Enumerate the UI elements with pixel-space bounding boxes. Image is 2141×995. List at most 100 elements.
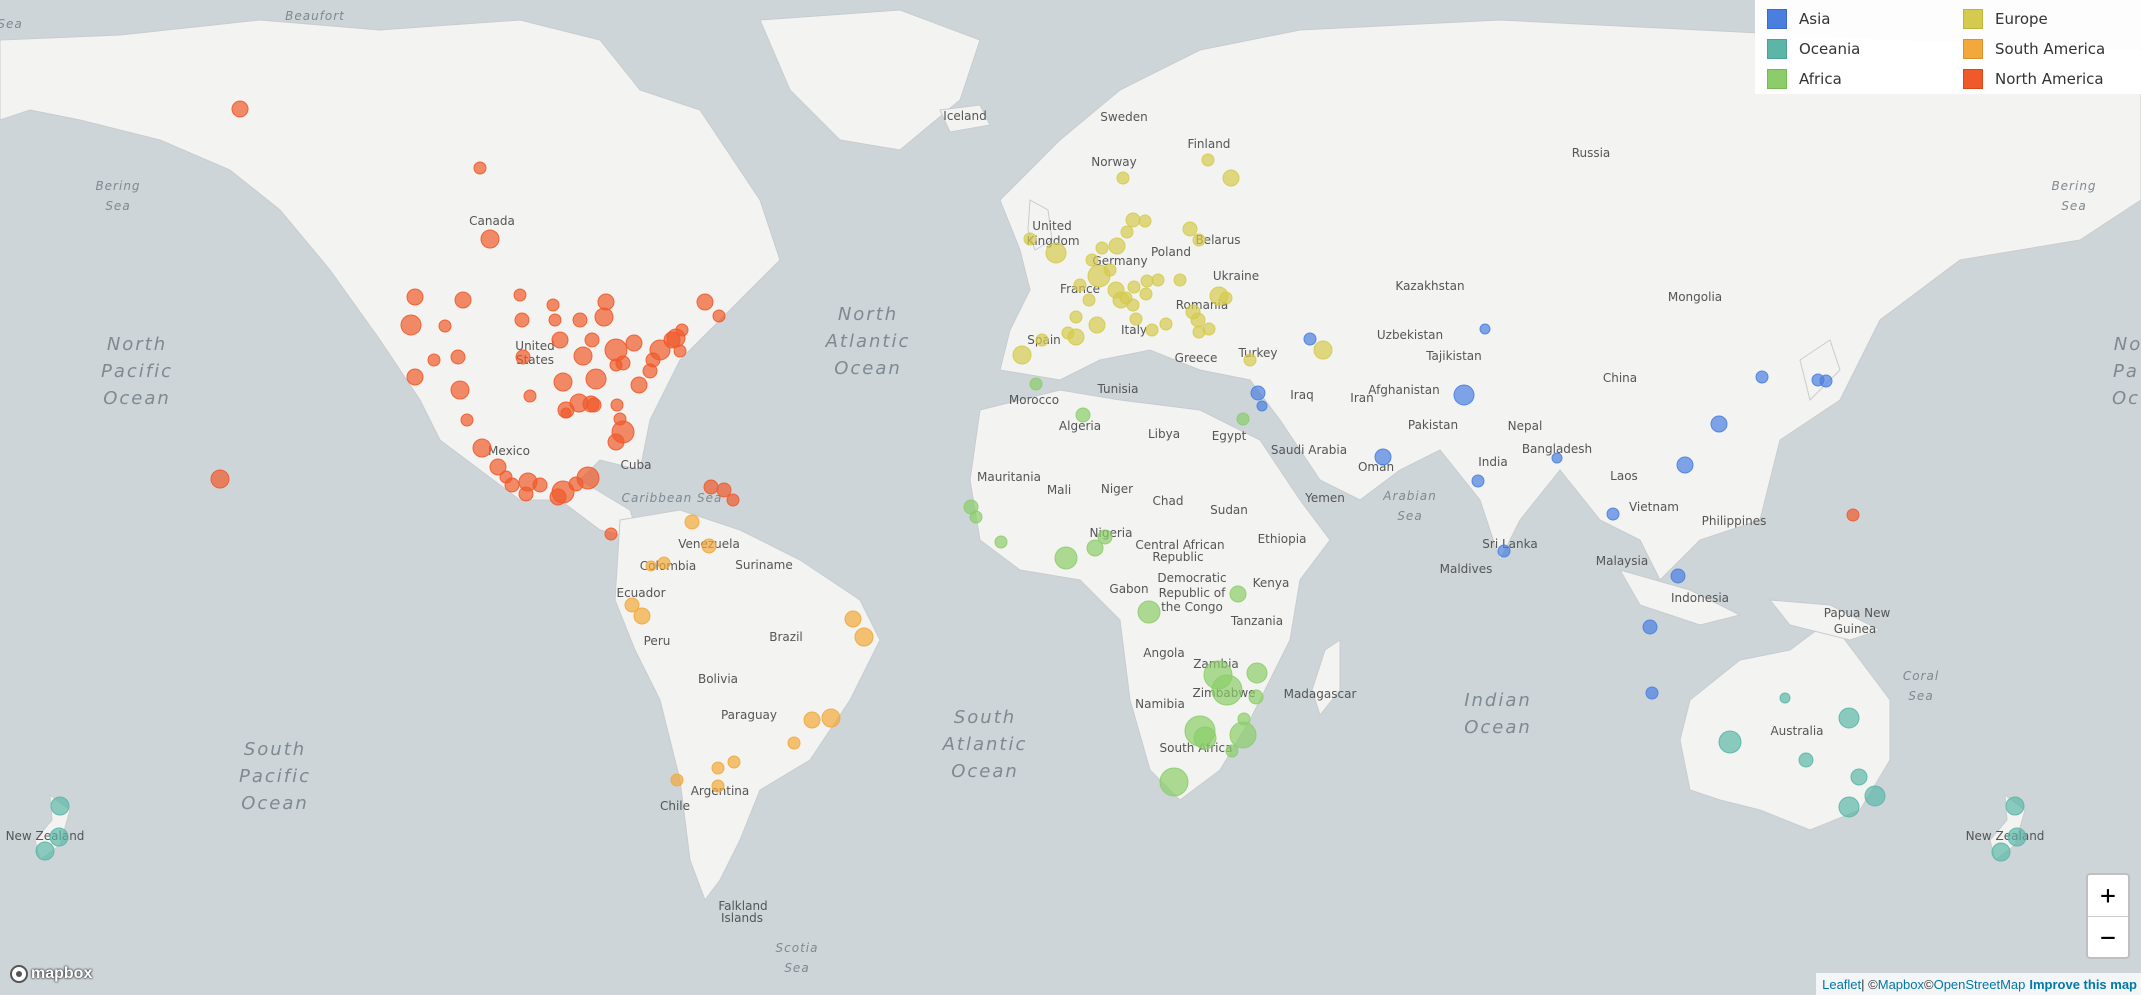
bubble-marker[interactable] <box>1108 237 1126 255</box>
mapbox-logo[interactable]: mapbox <box>10 965 92 983</box>
bubble-marker[interactable] <box>560 407 572 419</box>
bubble-marker[interactable] <box>663 331 681 349</box>
bubble-marker[interactable] <box>406 288 424 306</box>
bubble-marker[interactable] <box>427 353 441 367</box>
bubble-marker[interactable] <box>969 510 983 524</box>
bubble-marker[interactable] <box>1303 332 1317 346</box>
bubble-marker[interactable] <box>1139 287 1153 301</box>
bubble-marker[interactable] <box>1838 707 1860 729</box>
bubble-marker[interactable] <box>670 773 684 787</box>
bubble-marker[interactable] <box>1219 291 1233 305</box>
bubble-marker[interactable] <box>1088 316 1106 334</box>
bubble-marker[interactable] <box>625 334 643 352</box>
bubble-marker[interactable] <box>523 389 537 403</box>
bubble-marker[interactable] <box>1850 768 1868 786</box>
bubble-marker[interactable] <box>210 469 230 489</box>
bubble-marker[interactable] <box>1201 153 1215 167</box>
bubble-marker[interactable] <box>1086 539 1104 557</box>
bubble-marker[interactable] <box>450 380 470 400</box>
bubble-marker[interactable] <box>568 476 584 492</box>
bubble-marker[interactable] <box>231 100 249 118</box>
bubble-marker[interactable] <box>1185 304 1201 320</box>
bubble-marker[interactable] <box>1497 544 1511 558</box>
bubble-marker[interactable] <box>1095 241 1109 255</box>
bubble-marker[interactable] <box>854 627 874 647</box>
bubble-marker[interactable] <box>684 514 700 530</box>
bubble-marker[interactable] <box>711 779 725 793</box>
bubble-marker[interactable] <box>1256 400 1268 412</box>
bubble-marker[interactable] <box>673 344 687 358</box>
bubble-marker[interactable] <box>1125 212 1141 228</box>
bubble-marker[interactable] <box>473 161 487 175</box>
bubble-marker[interactable] <box>513 288 527 302</box>
bubble-marker[interactable] <box>701 538 717 554</box>
bubble-marker[interactable] <box>584 332 600 348</box>
bubble-marker[interactable] <box>518 486 534 502</box>
bubble-marker[interactable] <box>400 314 422 336</box>
bubble-marker[interactable] <box>675 323 689 337</box>
bubble-marker[interactable] <box>597 293 615 311</box>
bubble-marker[interactable] <box>1819 374 1833 388</box>
bubble-marker[interactable] <box>548 313 562 327</box>
bubble-marker[interactable] <box>1248 689 1264 705</box>
bubble-marker[interactable] <box>711 761 725 775</box>
bubble-marker[interactable] <box>1222 169 1240 187</box>
bubble-marker[interactable] <box>1192 233 1206 247</box>
bubble-marker[interactable] <box>1236 412 1250 426</box>
bubble-marker[interactable] <box>515 349 531 365</box>
bubble-marker[interactable] <box>1067 328 1085 346</box>
bubble-marker[interactable] <box>504 477 520 493</box>
bubble-marker[interactable] <box>2005 796 2025 816</box>
bubble-marker[interactable] <box>551 331 569 349</box>
bubble-marker[interactable] <box>1137 600 1161 624</box>
bubble-marker[interactable] <box>1116 171 1130 185</box>
bubble-marker[interactable] <box>645 560 657 572</box>
bubble-marker[interactable] <box>551 480 575 504</box>
bubble-marker[interactable] <box>1075 407 1091 423</box>
bubble-marker[interactable] <box>573 346 593 366</box>
bubble-marker[interactable] <box>994 535 1008 549</box>
bubble-marker[interactable] <box>712 309 726 323</box>
bubble-marker[interactable] <box>572 312 588 328</box>
bubble-marker[interactable] <box>1012 345 1032 365</box>
bubble-marker[interactable] <box>1374 448 1392 466</box>
bubble-marker[interactable] <box>1119 291 1133 305</box>
bubble-marker[interactable] <box>472 438 492 458</box>
bubble-marker[interactable] <box>1097 529 1113 545</box>
bubble-marker[interactable] <box>49 827 69 847</box>
bubble-marker[interactable] <box>450 349 466 365</box>
bubble-marker[interactable] <box>480 229 500 249</box>
bubble-marker[interactable] <box>624 597 640 613</box>
bubble-marker[interactable] <box>514 312 530 328</box>
bubble-marker[interactable] <box>1045 242 1067 264</box>
bubble-marker[interactable] <box>1120 225 1134 239</box>
bubble-marker[interactable] <box>1606 507 1620 521</box>
bubble-marker[interactable] <box>1138 214 1152 228</box>
bubble-marker[interactable] <box>1864 785 1886 807</box>
bubble-marker[interactable] <box>716 482 732 498</box>
bubble-marker[interactable] <box>1151 273 1165 287</box>
bubble-marker[interactable] <box>1054 546 1078 570</box>
bubble-marker[interactable] <box>642 363 658 379</box>
bubble-marker[interactable] <box>604 527 618 541</box>
bubble-marker[interactable] <box>1029 377 1043 391</box>
bubble-marker[interactable] <box>1023 232 1037 246</box>
bubble-marker[interactable] <box>1846 508 1860 522</box>
bubble-marker[interactable] <box>727 755 741 769</box>
bubble-marker[interactable] <box>460 413 474 427</box>
bubble-marker[interactable] <box>803 711 821 729</box>
bubble-marker[interactable] <box>1073 278 1087 292</box>
bubble-marker[interactable] <box>1710 415 1728 433</box>
bubble-marker[interactable] <box>1250 385 1266 401</box>
bubble-marker[interactable] <box>1159 767 1189 797</box>
bubble-marker[interactable] <box>35 841 55 861</box>
leaflet-link[interactable]: Leaflet <box>1822 976 1862 992</box>
bubble-marker[interactable] <box>50 796 70 816</box>
bubble-marker[interactable] <box>586 397 602 413</box>
bubble-marker[interactable] <box>1069 310 1083 324</box>
bubble-marker[interactable] <box>585 368 607 390</box>
bubble-marker[interactable] <box>1173 273 1187 287</box>
bubble-marker[interactable] <box>1243 353 1257 367</box>
bubble-marker[interactable] <box>489 458 507 476</box>
